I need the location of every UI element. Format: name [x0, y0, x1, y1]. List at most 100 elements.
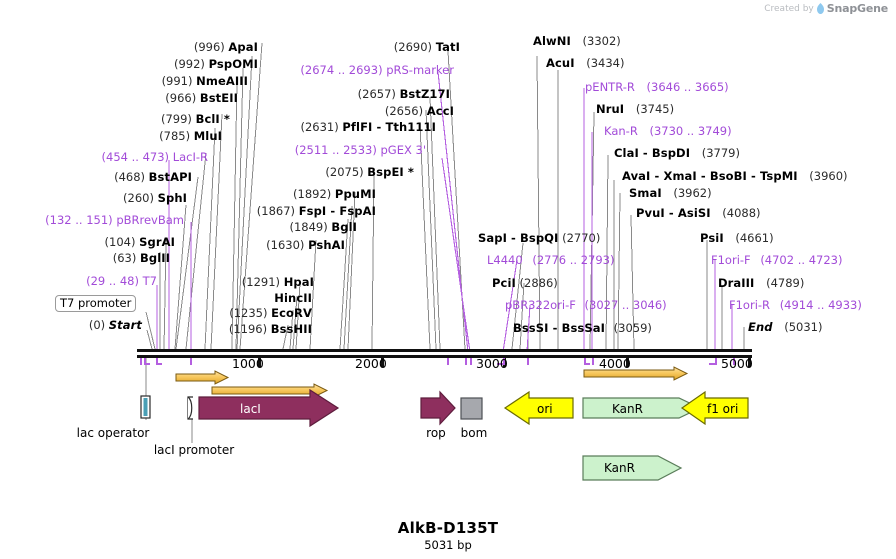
lacI-gene-arrow: [198, 388, 340, 428]
label-mluI-position: (785): [159, 129, 191, 143]
label-bstAPI[interactable]: (468) BstAPI: [10, 171, 192, 183]
label-bstEII[interactable]: (966) BstEII: [10, 92, 238, 104]
label-tatI-position: (2690): [393, 40, 433, 54]
label-acuI[interactable]: AcuI (3434): [546, 57, 625, 69]
label-ecoRV-name: EcoRV: [271, 306, 312, 320]
lac-operator-caption: lac operator: [76, 426, 150, 440]
label-pENTR-R[interactable]: pENTR-R (3646 .. 3665): [585, 81, 729, 93]
label-bstZ17I-name: BstZ17I: [399, 87, 450, 101]
label-pciI[interactable]: PciI (2886): [492, 277, 558, 289]
lacI-promoter-caption: lacI promoter: [153, 443, 235, 457]
label-pspOMI[interactable]: (992) PspOMI: [20, 58, 258, 70]
label-l4440[interactable]: L4440 (2776 .. 2793): [487, 254, 614, 266]
label-pvuI[interactable]: PvuI - AsiSI (4088): [636, 207, 761, 219]
label-pbr322ori-F[interactable]: pBR322ori-F (3027 .. 3046): [505, 299, 667, 311]
label-psiI[interactable]: PsiI (4661): [700, 232, 774, 244]
label-accI[interactable]: (2656) AccI: [280, 105, 454, 117]
plasmid-size: 5031 bp: [424, 538, 472, 552]
label-sapI-position: (2770): [562, 231, 601, 245]
label-pshAI[interactable]: (1630) PshAI: [190, 239, 345, 251]
primer-arrow-3: [583, 366, 689, 381]
backbone-top-line: [137, 349, 752, 352]
label-bssSI-position: (3059): [613, 321, 652, 335]
label-pBRrevBam[interactable]: (132 .. 151) pBRrevBam: [2, 214, 184, 226]
label-tatI-name: TatI: [435, 40, 460, 54]
label-pciI-name: PciI: [492, 276, 516, 290]
label-t7[interactable]: (29 .. 48) T7: [10, 275, 157, 287]
label-bssHII[interactable]: (1196) BssHII: [160, 323, 312, 335]
snapgene-logo-icon: [816, 3, 824, 14]
label-smaI[interactable]: SmaI (3962): [629, 187, 712, 199]
label-hpaI[interactable]: (1291) HpaI: [180, 276, 314, 288]
rop-gene-arrow: [420, 390, 456, 426]
label-nruI[interactable]: NruI (3745): [596, 103, 674, 115]
label-nmeAIII-name: NmeAIII: [196, 74, 248, 88]
label-acuI-position: (3434): [586, 56, 625, 70]
label-hincII[interactable]: HincII: [180, 292, 312, 304]
label-bspEI[interactable]: (2075) BspEI *: [250, 166, 414, 178]
label-mluI[interactable]: (785) MluI: [10, 130, 222, 142]
label-bstAPI-position: (468): [114, 170, 146, 184]
label-sgrAI[interactable]: (104) SgrAI: [10, 236, 175, 248]
label-draIII[interactable]: DraIII (4789): [718, 277, 804, 289]
label-acuI-name: AcuI: [546, 56, 575, 70]
label-bssHII-name: BssHII: [270, 322, 312, 336]
t7-promoter-badge[interactable]: T7 promoter: [55, 295, 137, 312]
label-bstAPI-name: BstAPI: [148, 170, 192, 184]
label-mluI-name: MluI: [193, 129, 222, 143]
label-pspOMI-position: (992): [174, 57, 205, 71]
label-bssSI[interactable]: BssSI - BssSaI (3059): [513, 322, 652, 334]
label-accI-name: AccI: [426, 104, 454, 118]
label-bstZ17I[interactable]: (2657) BstZ17I: [270, 88, 450, 100]
label-f1ori-R-position: (4914 .. 4933): [779, 298, 862, 312]
label-nruI-name: NruI: [596, 102, 625, 116]
label-f1ori-F[interactable]: F1ori-F (4702 .. 4723): [711, 254, 842, 266]
label-kan-R[interactable]: Kan-R (3730 .. 3749): [604, 125, 732, 137]
label-bglII[interactable]: (63) BglII: [10, 252, 170, 264]
label-f1ori-R[interactable]: F1ori-R (4914 .. 4933): [729, 299, 862, 311]
label-pbr322ori-F-name: pBR322ori-F: [505, 298, 576, 312]
label-pGEX3-name: pGEX 3': [380, 143, 427, 157]
label-psiI-position: (4661): [735, 231, 774, 245]
label-claI[interactable]: ClaI - BspDI (3779): [614, 147, 740, 159]
label-t7-name: T7: [142, 274, 157, 288]
label-apaI[interactable]: (996) ApaI: [40, 41, 258, 53]
label-pGEX3[interactable]: (2511 .. 2533) pGEX 3': [250, 144, 426, 156]
label-pvuI-position: (4088): [722, 206, 761, 220]
label-tatI[interactable]: (2690) TatI: [300, 41, 460, 53]
label-ppuMI[interactable]: (1892) PpuMI: [220, 188, 376, 200]
label-end[interactable]: End (5031): [748, 321, 822, 333]
axis-tick-label-4000: 4000: [599, 356, 631, 371]
label-bglI[interactable]: (1849) BglI: [210, 221, 357, 233]
tick-1000: [258, 358, 261, 367]
bom-feature-box: [460, 397, 483, 420]
label-hpaI-position: (1291): [241, 275, 281, 289]
label-fspI[interactable]: (1867) FspI - FspAI: [200, 205, 376, 217]
label-nmeAIII-position: (991): [161, 74, 193, 88]
label-alwNI-name: AlwNI: [533, 34, 571, 48]
label-avaI[interactable]: AvaI - XmaI - BsoBI - TspMI (3960): [622, 170, 848, 182]
label-bclI[interactable]: (799) BclI *: [10, 113, 230, 125]
label-ecoRV[interactable]: (1235) EcoRV: [170, 307, 312, 319]
label-pRS-marker[interactable]: (2674 .. 2693) pRS-marker: [250, 64, 454, 76]
label-pflFI[interactable]: (2631) PflFI - Tth111I: [230, 121, 436, 133]
label-lacI-R[interactable]: (454 .. 473) LacI-R: [10, 151, 208, 163]
label-lacI-R-position: (454 .. 473): [101, 150, 170, 164]
label-start[interactable]: (0) Start: [10, 319, 142, 331]
label-sapI[interactable]: SapI - BspQI (2770): [478, 232, 600, 244]
plasmid-name: AlkB-D135T: [397, 519, 499, 537]
label-smaI-name: SmaI: [629, 186, 662, 200]
label-kan-R-position: (3730 .. 3749): [649, 124, 732, 138]
label-bclI-position: (799): [160, 112, 192, 126]
label-sphI[interactable]: (260) SphI: [10, 192, 187, 204]
label-nmeAIII[interactable]: (991) NmeAIII: [10, 75, 248, 87]
label-pshAI-position: (1630): [266, 238, 305, 252]
label-bstZ17I-position: (2657): [357, 87, 396, 101]
label-hincII-name: HincII: [274, 291, 312, 305]
label-f1ori-F-name: F1ori-F: [711, 253, 751, 267]
label-alwNI[interactable]: AlwNI (3302): [533, 35, 621, 47]
